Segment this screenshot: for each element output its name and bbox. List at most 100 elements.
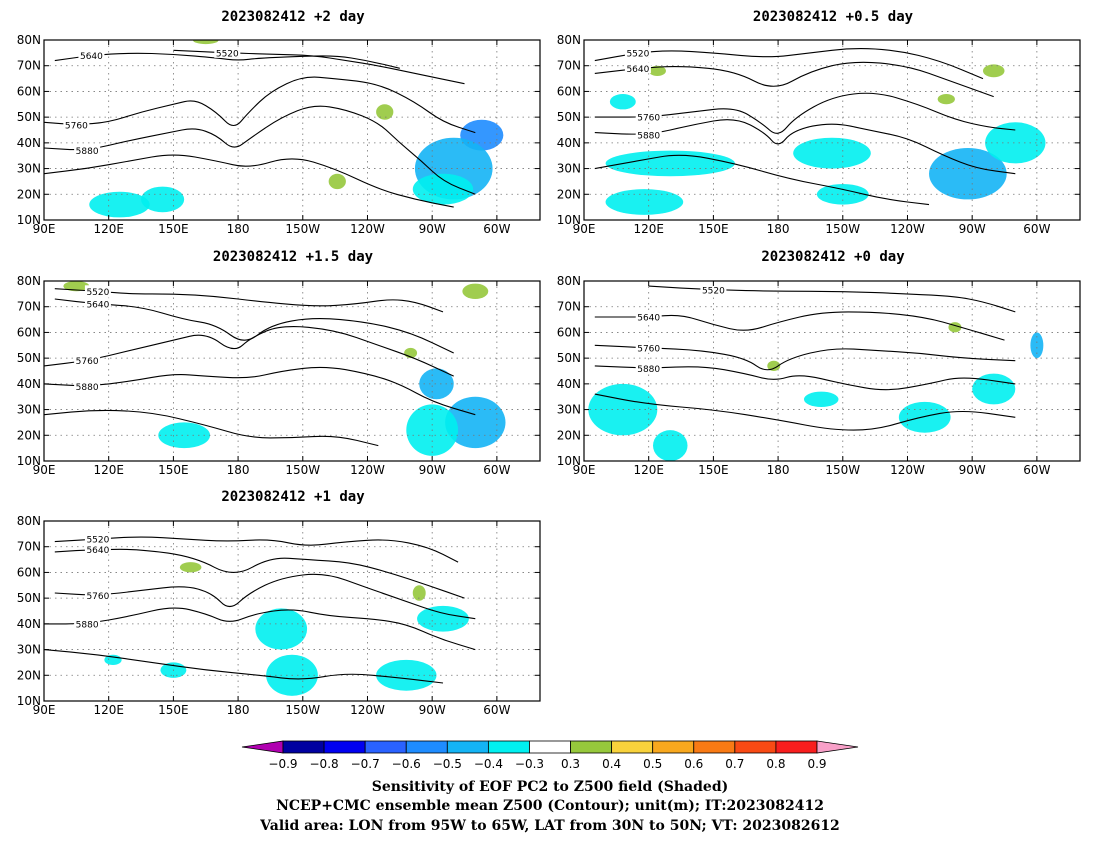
shaded-region-positive xyxy=(648,65,666,76)
colorbar-swatch xyxy=(364,740,407,754)
y-tick-label: 40N xyxy=(17,377,41,391)
colorbar-max-triangle xyxy=(816,740,859,754)
contour-label-bg xyxy=(635,362,662,374)
map-area: 5520 5640 5760 5880 90E 120E 150E 180 150W 120W 90… xyxy=(557,33,1081,236)
shaded-region-positive xyxy=(192,40,219,45)
shaded-region-negative xyxy=(972,373,1016,405)
x-tick-label: 150E xyxy=(158,463,189,477)
z500-contour xyxy=(173,49,465,85)
colorbar-label: 0.3 xyxy=(561,757,580,771)
contour-label: 5880 xyxy=(637,132,660,142)
contour-label-bg xyxy=(84,285,111,297)
x-tick-label: 180 xyxy=(227,463,250,477)
panel-title: 2023082412 +0.5 day xyxy=(753,9,914,25)
x-tick-label: 120W xyxy=(350,463,385,477)
panel-title: 2023082412 +1.5 day xyxy=(213,249,374,265)
contour-label: 5760 xyxy=(65,121,88,131)
shaded-region-positive xyxy=(328,173,346,190)
colorbar-label: −0.7 xyxy=(351,757,380,771)
y-tick-label: 10N xyxy=(17,454,41,468)
shaded-region-negative xyxy=(158,422,211,449)
y-tick-label: 20N xyxy=(17,428,41,442)
y-tick-label: 40N xyxy=(557,377,581,391)
contour-label: 5520 xyxy=(86,536,109,546)
z500-contour xyxy=(54,573,476,620)
colorbar-label: 0.6 xyxy=(684,757,703,771)
shaded-region-positive xyxy=(462,283,489,299)
contour-label: 5880 xyxy=(76,620,99,630)
contour-label-bg xyxy=(635,311,662,322)
map-area: 5520 5640 5760 5880 90E 120E 150E 180 150W 120W 90… xyxy=(17,274,541,477)
colorbar-label: 0.5 xyxy=(643,757,662,771)
colorbar-swatch xyxy=(611,740,654,754)
x-tick-label: 150W xyxy=(825,222,860,236)
colorbar-swatch xyxy=(652,740,695,754)
y-tick-label: 40N xyxy=(557,136,581,150)
shaded-region-positive xyxy=(412,585,426,601)
y-tick-label: 30N xyxy=(17,162,41,176)
colorbar-swatch xyxy=(734,740,777,754)
y-tick-label: 30N xyxy=(17,643,41,657)
x-tick-label: 150W xyxy=(285,703,320,717)
y-tick-label: 50N xyxy=(17,591,41,605)
colorbar-swatch xyxy=(570,740,613,754)
shaded-region-positive xyxy=(179,562,202,573)
contour-label-bg xyxy=(74,617,101,629)
colorbar: −0.9 −0.8 −0.7 −0.6 −0.5 −0.4 −0.3 0.3 0.4 0.5 0.6… xyxy=(241,740,859,771)
z500-contour xyxy=(594,393,1016,431)
shaded-region-positive xyxy=(937,94,955,105)
caption-line-2: NCEP+CMC ensemble mean Z500 (Contour); u… xyxy=(276,798,824,814)
panel-plus-2-day: 2023082412 +2 day 5640 5520 5760 5880 90E 120… xyxy=(17,9,541,236)
y-tick-label: 60N xyxy=(557,325,581,339)
x-tick-label: 150E xyxy=(698,463,729,477)
shaded-region-negative xyxy=(653,430,688,461)
y-tick-label: 80N xyxy=(17,514,41,528)
x-tick-label: 150W xyxy=(285,222,320,236)
colorbar-label: −0.8 xyxy=(310,757,339,771)
y-tick-label: 10N xyxy=(17,213,41,227)
contour-label: 5760 xyxy=(86,592,109,602)
shaded-region-negative xyxy=(255,608,308,650)
map-frame xyxy=(583,280,1081,462)
z500-contour xyxy=(44,649,444,684)
y-tick-label: 30N xyxy=(17,403,41,417)
panel-title: 2023082412 +1 day xyxy=(221,489,365,505)
colorbar-label: −0.5 xyxy=(433,757,462,771)
colorbar-swatch xyxy=(405,740,448,754)
y-tick-label: 30N xyxy=(557,403,581,417)
map-content: 5640 5520 5760 5880 xyxy=(44,40,540,220)
x-tick-label: 60W xyxy=(483,703,510,717)
x-tick-label: 90W xyxy=(419,222,446,236)
contour-label: 5760 xyxy=(637,114,660,124)
colorbar-swatch xyxy=(487,740,530,754)
x-tick-label: 90E xyxy=(573,222,596,236)
x-tick-label: 150W xyxy=(825,463,860,477)
shaded-region-negative xyxy=(985,122,1046,164)
contour-label-bg xyxy=(214,46,241,58)
contour-label: 5520 xyxy=(86,288,109,298)
x-tick-label: 60W xyxy=(483,463,510,477)
colorbar-swatch xyxy=(323,740,366,754)
x-tick-label: 180 xyxy=(227,703,250,717)
x-tick-label: 120E xyxy=(93,222,124,236)
x-tick-label: 90W xyxy=(419,703,446,717)
x-tick-label: 60W xyxy=(483,222,510,236)
z500-contour xyxy=(594,92,1016,134)
colorbar-label: 0.9 xyxy=(807,757,826,771)
z500-contour xyxy=(44,105,476,195)
x-tick-label: 120E xyxy=(93,703,124,717)
map-frame xyxy=(43,39,541,221)
shaded-region-negative xyxy=(89,191,150,218)
caption-line-1: Sensitivity of EOF PC2 to Z500 field (Sh… xyxy=(372,779,728,795)
contour-label: 5520 xyxy=(702,287,725,297)
x-tick-label: 180 xyxy=(767,463,790,477)
contour-label-bg xyxy=(700,284,727,295)
y-tick-label: 20N xyxy=(557,428,581,442)
colorbar-label: −0.9 xyxy=(268,757,297,771)
y-tick-label: 10N xyxy=(17,694,41,708)
contour-label: 5640 xyxy=(86,301,109,311)
colorbar-swatch xyxy=(775,740,818,754)
